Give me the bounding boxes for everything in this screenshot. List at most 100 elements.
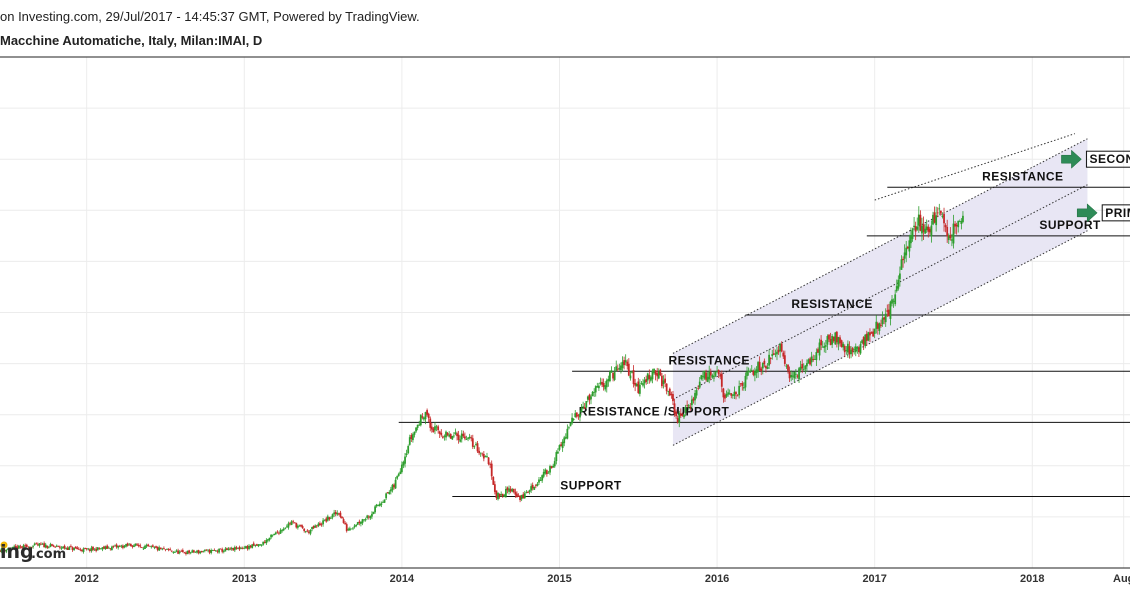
candle-body <box>730 393 733 396</box>
candle-body <box>443 435 446 437</box>
candle-body <box>404 456 406 464</box>
candle-body <box>58 546 61 548</box>
candle-body <box>642 383 644 386</box>
candle-body <box>667 390 670 392</box>
candle-body <box>205 549 208 551</box>
candle-body <box>906 246 909 249</box>
candle-body <box>215 550 217 552</box>
candle-body <box>427 413 430 419</box>
candle-body <box>16 546 19 550</box>
candle-body <box>566 428 569 439</box>
candle-body <box>238 546 241 550</box>
candle-body <box>820 339 823 346</box>
level-label: SUPPORT <box>560 478 622 492</box>
candle-body <box>659 369 662 376</box>
candle-body <box>5 549 8 552</box>
candle-body <box>60 547 63 549</box>
candle-body <box>826 336 829 345</box>
candle-body <box>260 544 263 546</box>
candle-body <box>741 383 744 386</box>
candle-body <box>208 549 211 553</box>
candle-body <box>259 544 261 546</box>
candle-body <box>63 545 66 549</box>
candle-body <box>853 349 856 351</box>
candle-body <box>687 405 690 407</box>
candle-body <box>13 546 16 548</box>
candle-body <box>300 524 302 527</box>
candle-body <box>582 406 585 408</box>
candle-body <box>98 548 101 549</box>
candle-body <box>170 550 173 552</box>
candle-body <box>771 354 774 357</box>
candle-body <box>899 273 901 280</box>
x-axis-ticks: 2012 2013 2014 2015 2016 2017 2018 Aug <box>74 573 1130 585</box>
candle-body <box>81 549 83 552</box>
candle-body <box>735 392 737 395</box>
candle-body <box>895 286 898 292</box>
x-tick-label: 2018 <box>1020 573 1044 585</box>
candle-body <box>528 490 531 492</box>
candle-body <box>689 406 692 408</box>
candle-body <box>240 548 243 550</box>
candle-body <box>539 480 542 482</box>
candle-body <box>32 545 34 547</box>
candle-body <box>960 221 963 224</box>
candle-body <box>683 414 685 418</box>
candle-body <box>478 450 481 454</box>
candle-body <box>708 371 711 380</box>
candle-body <box>506 487 509 491</box>
candle-body <box>211 550 214 552</box>
candle-body <box>183 552 186 554</box>
candle-body <box>196 550 198 553</box>
candle-body <box>271 534 274 536</box>
candle-body <box>432 428 435 433</box>
candle-body <box>801 363 804 369</box>
candle-body <box>448 434 451 437</box>
candle-body <box>711 375 714 378</box>
candle-body <box>900 259 903 270</box>
candle-body <box>385 493 388 499</box>
x-tick-label: 2014 <box>390 573 415 585</box>
candle-body <box>251 544 254 549</box>
candle-body <box>848 346 851 355</box>
candle-body <box>43 543 46 548</box>
candle-body <box>476 443 479 452</box>
candle-body <box>339 512 342 517</box>
candle-body <box>902 258 904 261</box>
candle-body <box>922 224 925 232</box>
candle-body <box>278 532 280 534</box>
candle-body <box>221 549 224 552</box>
trend-label-box <box>1101 204 1130 222</box>
candle-body <box>112 545 115 547</box>
candle-body <box>437 426 440 431</box>
candle-body <box>244 546 247 548</box>
candle-body <box>199 551 202 554</box>
candle-body <box>14 545 17 548</box>
candle-body <box>869 332 871 336</box>
candle-body <box>320 524 323 526</box>
candle-body <box>609 372 611 382</box>
candle-body <box>930 225 933 237</box>
candle-body <box>951 239 953 241</box>
candle-body <box>590 396 592 400</box>
candle-body <box>360 522 362 524</box>
candle-body <box>276 531 279 533</box>
candle-body <box>296 525 299 528</box>
candle-body <box>716 371 718 372</box>
candle-body <box>719 375 722 377</box>
candle-body <box>279 529 282 534</box>
candle-body <box>954 223 956 227</box>
candle-body <box>859 344 862 354</box>
candle-body <box>646 373 649 381</box>
x-tick-label: 2012 <box>74 573 98 585</box>
candle-body <box>326 516 329 521</box>
candle-body <box>955 224 958 227</box>
candle-body <box>118 545 121 547</box>
candle-body <box>568 427 570 429</box>
watermark-text-suffix: .com <box>31 547 66 562</box>
candle-body <box>265 539 268 544</box>
candle-body <box>672 394 674 402</box>
candle-body <box>706 376 709 382</box>
candle-body <box>361 519 364 524</box>
